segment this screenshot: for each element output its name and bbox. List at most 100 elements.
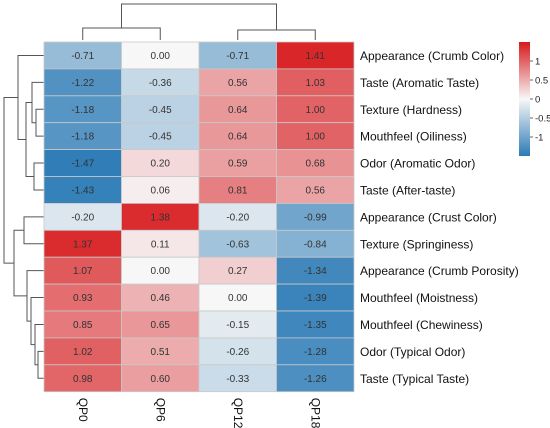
row-label: Appearance (Crumb Color) xyxy=(360,49,504,63)
heatmap-cell xyxy=(43,364,122,393)
heatmap-cell xyxy=(198,176,277,204)
cell-value-label: -0.20 xyxy=(226,212,249,223)
cell-value-label: -1.18 xyxy=(71,132,94,143)
row-label: Odor (Typical Odor) xyxy=(360,345,465,359)
heatmap-cell xyxy=(121,149,200,177)
row-label: Appearance (Crumb Porosity) xyxy=(360,264,519,278)
cell-value-label: 0.20 xyxy=(151,159,171,170)
heatmap-cell xyxy=(121,68,200,97)
dendrogram-branch xyxy=(26,270,44,322)
cell-value-label: 0.51 xyxy=(151,347,171,358)
row-label: Texture (Hardness) xyxy=(360,103,462,117)
row-label: Odor (Aromatic Odor) xyxy=(360,157,475,171)
cell-value-label: -0.84 xyxy=(304,239,327,250)
dendrogram-branch xyxy=(237,29,316,40)
heatmap-cell xyxy=(43,149,122,177)
row-label: Mouthfeel (Moistness) xyxy=(360,291,478,305)
cell-value-label: 0.64 xyxy=(228,105,248,116)
cell-value-label: 0.27 xyxy=(228,266,248,277)
cell-value-label: 0.81 xyxy=(228,185,248,196)
heatmap-cell xyxy=(276,202,355,231)
heatmap-cell xyxy=(198,41,277,70)
cell-value-label: 0.00 xyxy=(151,266,171,277)
dendrogram-branch xyxy=(33,162,44,191)
heatmap-cell xyxy=(276,122,355,150)
cell-value-label: -1.39 xyxy=(304,293,327,304)
column-labels: QP0 QP6 QP12 QP18 xyxy=(76,398,323,428)
cell-value-label: -0.36 xyxy=(149,78,172,89)
heatmap-cell xyxy=(121,337,200,366)
heatmap-cell xyxy=(121,122,200,150)
column-label: QP18 xyxy=(308,398,322,428)
dendrogram-branch xyxy=(34,323,44,366)
heatmap-cell xyxy=(198,283,277,312)
column-label: QP12 xyxy=(231,398,245,428)
cell-value-label: 1.37 xyxy=(73,239,93,250)
cell-value-label: 1.03 xyxy=(306,78,326,89)
color-legend: 1 0.5 0 -0.5 -1 xyxy=(519,42,550,156)
heatmap-cell xyxy=(198,149,277,177)
cell-value-label: 0.93 xyxy=(73,293,93,304)
cell-value-label: -1.34 xyxy=(304,266,327,277)
cell-value-label: 1.38 xyxy=(151,212,171,223)
dendrogram-branch xyxy=(82,27,161,40)
cell-value-label: 0.59 xyxy=(228,159,248,170)
dendrogram-branch xyxy=(13,229,27,297)
heatmap-cell xyxy=(198,310,277,339)
dendrogram-branch xyxy=(3,96,18,264)
heatmap-cell xyxy=(43,229,122,258)
cell-value-label: 0.68 xyxy=(306,159,326,170)
dendrogram-branch xyxy=(35,108,44,137)
cell-value-label: -0.26 xyxy=(226,347,249,358)
heatmap-cell xyxy=(121,364,200,393)
heatmap-cell xyxy=(198,337,277,366)
cell-value-label: 0.00 xyxy=(151,51,171,62)
heatmap-cell xyxy=(43,41,122,70)
row-label: Mouthfeel (Oiliness) xyxy=(360,130,467,144)
cell-value-label: 1.00 xyxy=(306,132,326,143)
cell-value-label: -1.47 xyxy=(71,159,94,170)
heatmap-cell xyxy=(198,202,277,231)
heatmap-cell xyxy=(276,310,355,339)
cell-value-label: 0.98 xyxy=(73,374,93,385)
legend-tick-label: -0.5 xyxy=(535,114,550,125)
dendrogram-branch xyxy=(37,350,44,379)
cell-value-label: 0.46 xyxy=(151,293,171,304)
cell-value-label: -0.99 xyxy=(304,212,327,223)
cell-value-label: 1.02 xyxy=(73,347,93,358)
cell-value-label: 1.07 xyxy=(73,266,93,277)
legend-tick-label: 1 xyxy=(535,57,540,68)
cell-value-label: 0.64 xyxy=(228,132,248,143)
cell-value-label: -1.28 xyxy=(304,347,327,358)
legend-color-bar xyxy=(519,42,530,156)
row-labels: Appearance (Crumb Color) Taste (Aromatic … xyxy=(360,49,519,386)
row-label: Taste (Typical Taste) xyxy=(360,372,469,386)
heatmap-cell xyxy=(276,176,355,204)
cell-value-label: 0.06 xyxy=(151,185,171,196)
heatmap-cell xyxy=(121,310,200,339)
row-label: Taste (After-taste) xyxy=(360,183,455,197)
cell-value-label: 0.11 xyxy=(151,239,170,250)
heatmap-cell xyxy=(43,337,122,366)
heatmap-cell xyxy=(198,229,277,258)
cell-value-label: -1.43 xyxy=(71,185,94,196)
cell-value-label: 0.00 xyxy=(228,293,248,304)
heatmap-cell xyxy=(276,41,355,70)
cell-value-label: -0.15 xyxy=(226,320,249,331)
cell-value-label: -1.18 xyxy=(71,105,94,116)
cell-value-label: -0.45 xyxy=(149,105,172,116)
column-label: QP6 xyxy=(153,398,167,422)
heatmap-cell xyxy=(121,176,200,204)
cell-value-label: 1.41 xyxy=(306,51,326,62)
row-label: Mouthfeel (Chewiness) xyxy=(360,318,483,332)
cell-value-label: -1.22 xyxy=(71,78,94,89)
heatmap-cell xyxy=(43,283,122,312)
cell-value-label: -0.63 xyxy=(226,239,249,250)
dendrogram-branch xyxy=(30,297,44,346)
heatmap-cell xyxy=(276,337,355,366)
row-label: Taste (Aromatic Taste) xyxy=(360,76,479,90)
column-label: QP0 xyxy=(76,398,90,422)
row-label: Appearance (Crust Color) xyxy=(360,210,497,224)
column-dendrogram xyxy=(82,3,316,40)
cell-value-label: -0.33 xyxy=(226,374,249,385)
